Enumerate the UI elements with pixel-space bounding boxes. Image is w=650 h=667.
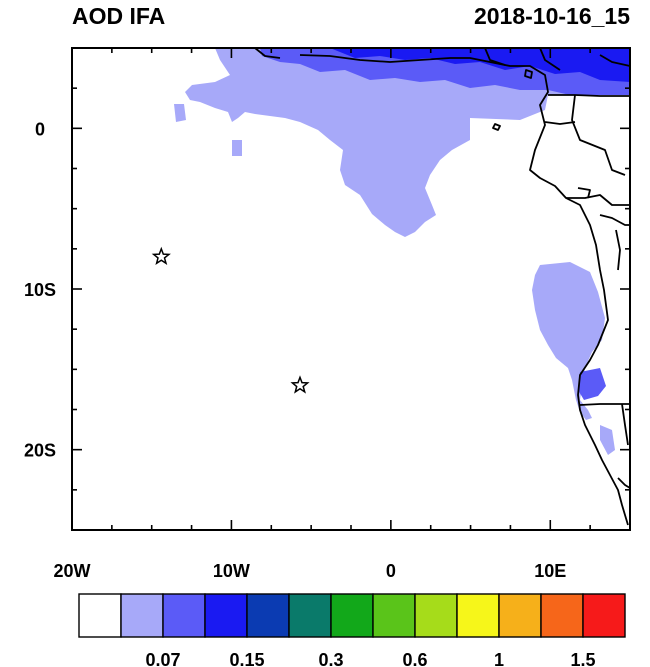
border-north-c (539, 47, 561, 71)
border-east-lake (615, 229, 621, 271)
lon-tick-label: 10E (534, 561, 566, 581)
markers (151, 246, 310, 394)
axis-ticks (71, 47, 631, 531)
aod-core-north (330, 48, 630, 82)
aod-patch-west (174, 104, 186, 122)
lat-tick-label: 0 (35, 119, 45, 139)
colorbar-swatch (582, 593, 626, 638)
sao-tome-island (492, 123, 501, 131)
colorbar-label: 0.15 (229, 650, 264, 667)
border-gulf (548, 94, 630, 97)
colorbar-swatch (204, 593, 248, 638)
colorbar-swatch (162, 593, 206, 638)
colorbar-swatch (540, 593, 584, 638)
border-south-africa (617, 477, 631, 489)
bioko-island (524, 69, 533, 79)
colorbar (78, 593, 626, 638)
colorbar-swatch (414, 593, 458, 638)
lat-tick-label: 10S (24, 280, 56, 300)
colorbar-swatch (456, 593, 500, 638)
border-north-a (484, 47, 506, 66)
lon-tick-label: 0 (386, 561, 396, 581)
variable-title: AOD IFA (72, 3, 166, 29)
coastlines (254, 47, 631, 526)
colorbar-label: 0.3 (318, 650, 343, 667)
lat-tick-label: 20S (24, 441, 56, 461)
aod-patch-south (600, 425, 615, 455)
border-north-d (599, 54, 631, 67)
border-namibia (579, 403, 630, 406)
colorbar-swatch (78, 593, 122, 638)
colorbar-swatch (246, 593, 290, 638)
colorbar-label: 1.5 (570, 650, 595, 667)
border-angola-east (599, 214, 630, 226)
border-congo (571, 94, 626, 176)
colorbar-swatch (120, 593, 164, 638)
colorbar-swatch (372, 593, 416, 638)
star-marker-1 (151, 246, 171, 265)
aod-patch-namibia-dense (578, 368, 606, 400)
lon-tick-label: 20W (53, 561, 90, 581)
aod-shading (174, 48, 630, 455)
star-marker-2 (290, 375, 310, 394)
border-angola-north (566, 194, 630, 206)
axis-tick-labels: 20W 10W 0 10E 0 10S 20S (24, 119, 566, 581)
datetime-title: 2018-10-16_15 (473, 3, 630, 29)
border-namibia-east (621, 403, 629, 446)
border-north-b (254, 47, 281, 59)
aod-plume-namibia (532, 262, 605, 420)
lon-tick-label: 10W (213, 561, 250, 581)
colorbar-swatch (330, 593, 374, 638)
colorbar-label: 1 (494, 650, 504, 667)
colorbar-swatch (288, 593, 332, 638)
aod-patch-mid (232, 140, 242, 156)
colorbar-label: 0.07 (145, 650, 180, 667)
border-cabinda (577, 187, 591, 199)
border-gabon (544, 121, 576, 125)
colorbar-label: 0.6 (402, 650, 427, 667)
aod-plume-north (185, 48, 630, 237)
colorbar-swatch (498, 593, 542, 638)
colorbar-labels: 0.07 0.15 0.3 0.6 1 1.5 (145, 650, 595, 667)
